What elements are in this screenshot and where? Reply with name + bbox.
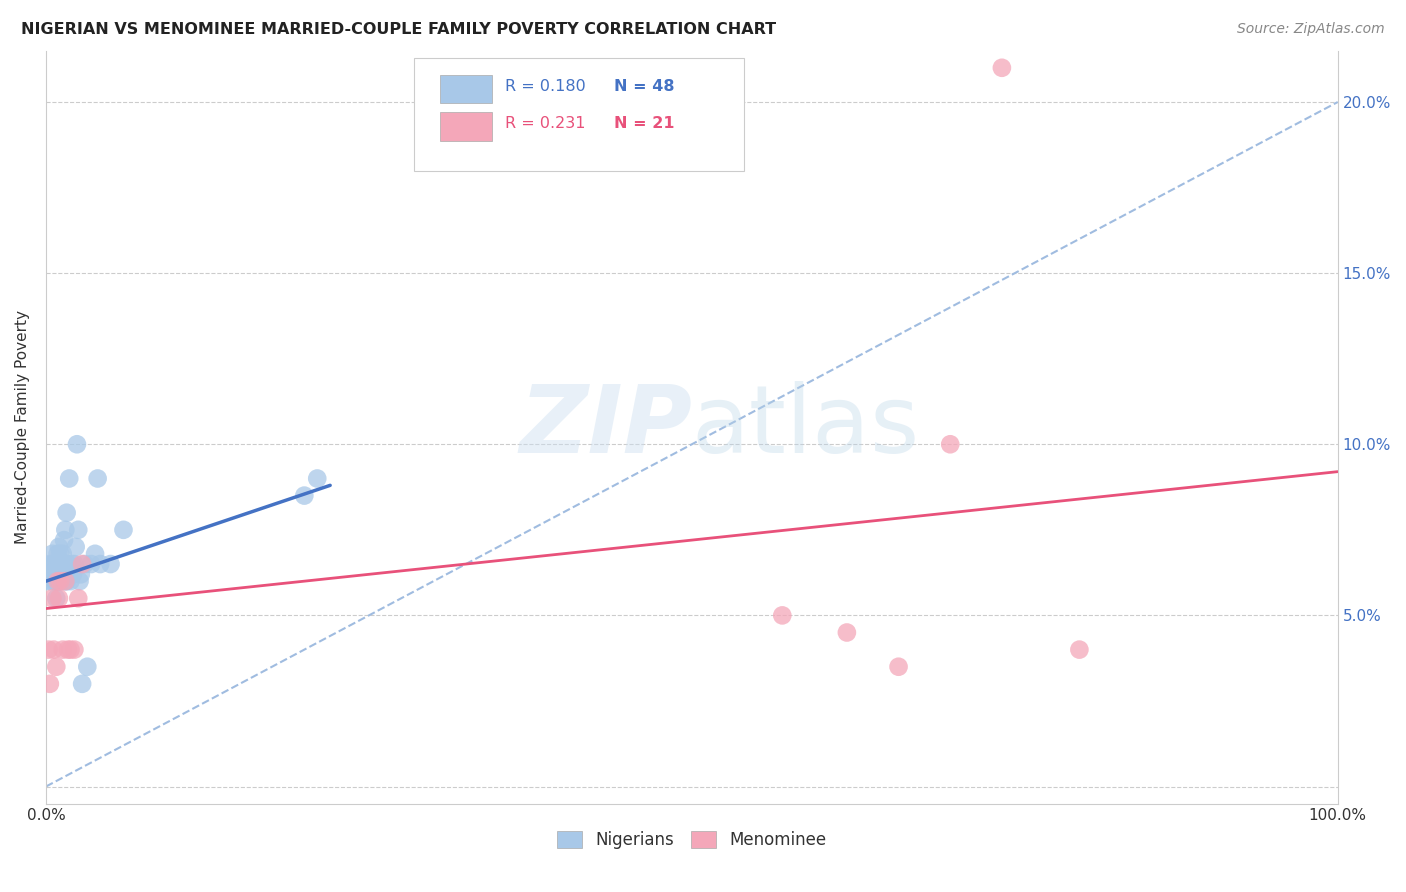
Point (89, 557, 111, 571)
Point (44, 557, 66, 571)
Point (770, 608, 793, 623)
Point (52, 642, 75, 657)
Point (45, 574, 67, 589)
Point (73, 557, 96, 571)
Point (46, 574, 69, 589)
Point (53, 557, 76, 571)
Point (112, 523, 135, 537)
Point (66, 437, 89, 451)
Point (63, 642, 86, 657)
Point (45, 659, 67, 673)
Point (45, 591, 67, 606)
Point (49, 564, 72, 578)
Point (52, 547, 75, 561)
Point (58, 471, 80, 485)
Point (70, 557, 93, 571)
Point (86, 471, 108, 485)
Point (80, 557, 103, 571)
Text: atlas: atlas (692, 381, 920, 473)
Point (307, 471, 329, 485)
Point (53, 574, 76, 589)
Point (939, 437, 962, 451)
Point (48, 591, 70, 606)
Point (70, 677, 93, 691)
Y-axis label: Married-Couple Family Poverty: Married-Couple Family Poverty (15, 310, 30, 544)
Point (56, 557, 79, 571)
Point (292, 489, 315, 503)
Point (60, 557, 83, 571)
Point (67, 523, 90, 537)
Point (65, 540, 87, 554)
Point (38, 574, 60, 589)
Point (70, 567, 93, 582)
Point (46, 557, 69, 571)
Point (38, 557, 60, 571)
Point (62, 567, 84, 582)
Point (991, 61, 1014, 75)
Point (48, 574, 70, 589)
Point (51, 557, 73, 571)
Point (46, 547, 69, 561)
Point (53, 533, 76, 547)
Point (69, 574, 91, 589)
Point (49, 574, 72, 589)
Point (42, 564, 65, 578)
Point (887, 659, 910, 673)
Point (41, 591, 63, 606)
FancyBboxPatch shape (440, 75, 492, 103)
Point (41, 557, 63, 571)
Text: NIGERIAN VS MENOMINEE MARRIED-COUPLE FAMILY POVERTY CORRELATION CHART: NIGERIAN VS MENOMINEE MARRIED-COUPLE FAM… (21, 22, 776, 37)
Point (39, 574, 62, 589)
Text: Source: ZipAtlas.com: Source: ZipAtlas.com (1237, 22, 1385, 37)
Point (55, 506, 77, 520)
Point (84, 547, 107, 561)
Text: ZIP: ZIP (519, 381, 692, 473)
Point (41, 547, 63, 561)
Point (42, 642, 65, 657)
Point (53, 523, 76, 537)
Point (67, 591, 90, 606)
Legend: Nigerians, Menominee: Nigerians, Menominee (551, 824, 834, 855)
Point (53, 574, 76, 589)
Point (1069, 642, 1091, 657)
Point (100, 557, 122, 571)
Point (52, 567, 75, 582)
Point (49, 547, 72, 561)
Point (48, 540, 70, 554)
Point (38, 677, 60, 691)
Point (55, 574, 77, 589)
Point (56, 642, 79, 657)
Point (44, 574, 66, 589)
Point (835, 625, 858, 640)
Text: R = 0.180: R = 0.180 (505, 78, 585, 94)
FancyBboxPatch shape (440, 112, 492, 141)
Point (51, 574, 73, 589)
Text: N = 21: N = 21 (614, 116, 675, 131)
Text: R = 0.231: R = 0.231 (505, 116, 585, 131)
Point (76, 659, 98, 673)
Point (59, 642, 82, 657)
Point (63, 557, 86, 571)
Text: N = 48: N = 48 (614, 78, 675, 94)
Point (59, 574, 82, 589)
FancyBboxPatch shape (415, 58, 744, 171)
Point (38, 642, 60, 657)
